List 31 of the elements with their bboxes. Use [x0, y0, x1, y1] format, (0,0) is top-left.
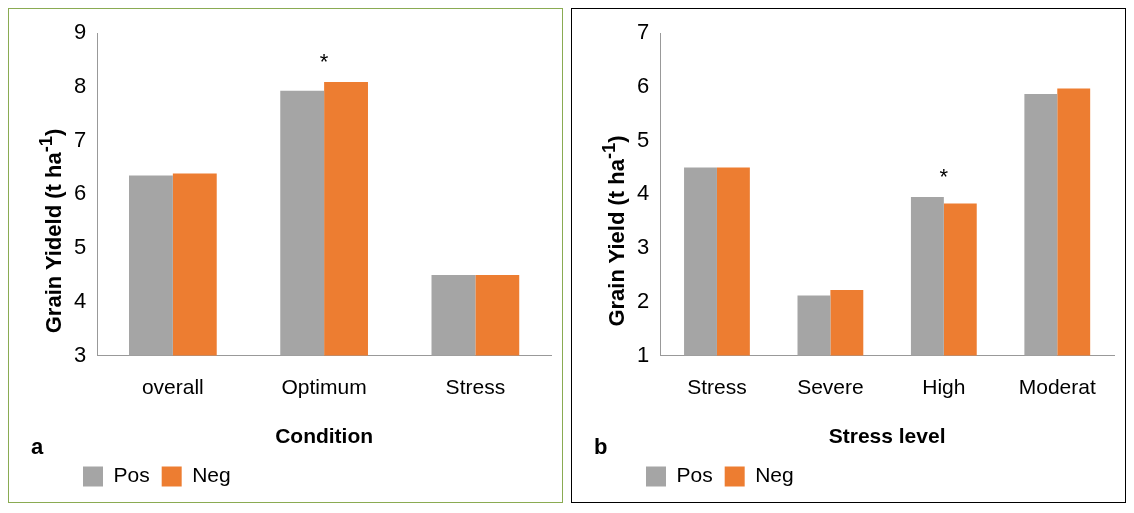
text: b	[594, 434, 608, 460]
y-tick-label: 3	[636, 234, 650, 260]
legend-label: Pos	[113, 463, 150, 487]
y-tick-label: 7	[73, 126, 87, 152]
y-tick-label: 8	[73, 73, 87, 98]
x-tick-label: Moderat	[1018, 375, 1096, 398]
x-tick-label: overall	[141, 375, 204, 398]
y-tick-label: 7	[636, 19, 650, 45]
y-tick-label: 4	[73, 287, 87, 313]
annotation: *	[319, 49, 329, 75]
x-axis-title: Stress level	[828, 424, 946, 448]
annotation: *	[939, 164, 949, 190]
y-tick-label: 2	[636, 287, 650, 313]
legend-label: Pos	[676, 463, 713, 487]
y-tick-label: 6	[73, 180, 87, 206]
y-tick-label: 3	[73, 341, 87, 367]
y-tick-label: 1	[636, 341, 650, 367]
y-tick-label: 6	[636, 73, 650, 98]
text: a	[31, 434, 44, 460]
y-tick-label: 5	[636, 126, 650, 152]
legend-label: Neg	[192, 463, 231, 487]
x-tick-label: Stress	[445, 375, 506, 398]
y-tick-label: 9	[73, 19, 87, 45]
x-axis-title: Condition	[275, 424, 374, 448]
legend-label: Neg	[755, 463, 794, 487]
x-tick-label: Optimum	[281, 375, 367, 398]
x-tick-label: Severe	[797, 375, 864, 398]
x-tick-label: High	[922, 375, 966, 398]
x-tick-label: Stress	[687, 375, 747, 398]
y-tick-label: 5	[73, 234, 87, 260]
y-tick-label: 4	[636, 180, 650, 206]
